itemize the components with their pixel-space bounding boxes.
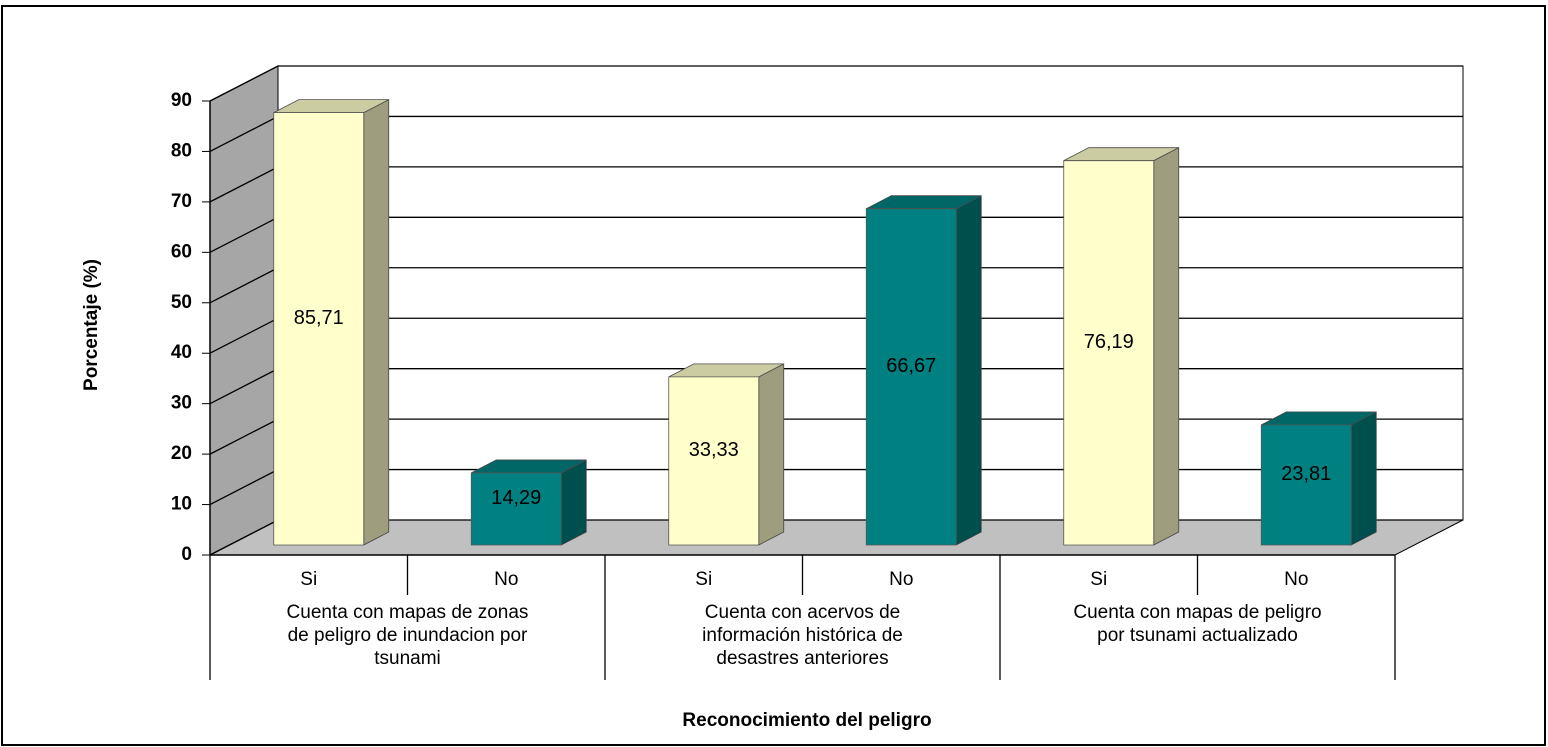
bar-top-shade bbox=[1063, 147, 1179, 161]
value-label: 23,81 bbox=[1281, 463, 1331, 485]
x-tick-label: Si bbox=[300, 569, 317, 590]
bar-top-shade bbox=[866, 195, 982, 209]
x-tick-label: No bbox=[1284, 569, 1308, 590]
value-label: 33,33 bbox=[689, 439, 739, 461]
y-tick-label: 40 bbox=[171, 342, 192, 363]
group-label: Cuenta con mapas de zonas bbox=[287, 602, 529, 623]
bar bbox=[470, 459, 587, 546]
x-tick-label: No bbox=[494, 569, 518, 590]
y-tick-label: 20 bbox=[171, 443, 192, 464]
y-tick-label: 10 bbox=[171, 494, 192, 515]
bar-side-shade bbox=[1351, 411, 1377, 545]
group-label: de peligro de inundacion por bbox=[288, 625, 528, 646]
group-label: Cuenta con mapas de peligro bbox=[1073, 602, 1321, 623]
x-tick-label: No bbox=[889, 569, 913, 590]
bar-front bbox=[865, 208, 957, 546]
bar bbox=[668, 363, 785, 546]
y-tick-label: 70 bbox=[171, 191, 192, 212]
group-label: Cuenta con acervos de bbox=[705, 602, 900, 623]
bar-front bbox=[1260, 424, 1352, 546]
group-label: tsunami bbox=[374, 648, 441, 669]
group-label: por tsunami actualizado bbox=[1097, 625, 1298, 646]
group-label: información histórica de bbox=[702, 625, 903, 646]
bar-front bbox=[273, 112, 365, 546]
x-tick-label: Si bbox=[695, 569, 712, 590]
x-axis-title: Reconocimiento del peligro bbox=[682, 710, 931, 731]
bar-side-shade bbox=[363, 99, 389, 546]
bar-side-shade bbox=[956, 195, 982, 545]
y-tick-label: 30 bbox=[171, 393, 192, 414]
value-label: 76,19 bbox=[1084, 331, 1134, 353]
y-tick-label: 0 bbox=[181, 544, 192, 565]
bar-side-shade bbox=[1153, 147, 1179, 546]
value-label: 85,71 bbox=[294, 307, 344, 329]
bar bbox=[273, 98, 390, 546]
y-tick-label: 80 bbox=[171, 140, 192, 161]
bar bbox=[1063, 147, 1180, 546]
bar-side-shade bbox=[758, 363, 784, 545]
bar-side-shade bbox=[561, 459, 587, 545]
bar-front bbox=[470, 472, 562, 546]
group-label: desastres anteriores bbox=[716, 648, 888, 669]
y-axis-title: Porcentaje (%) bbox=[81, 259, 102, 391]
bar-top-shade bbox=[273, 99, 389, 113]
value-label: 66,67 bbox=[886, 355, 936, 377]
bar-top-shade bbox=[1261, 411, 1377, 425]
y-tick-label: 60 bbox=[171, 241, 192, 262]
bar-top-shade bbox=[668, 363, 784, 377]
value-label: 14,29 bbox=[491, 487, 541, 509]
bar bbox=[865, 195, 982, 546]
bar bbox=[1260, 411, 1377, 546]
bar-front bbox=[668, 376, 760, 546]
x-tick-label: Si bbox=[1090, 569, 1107, 590]
left-wall bbox=[209, 65, 279, 556]
bar-front bbox=[1063, 160, 1155, 546]
bar-top-shade bbox=[471, 459, 587, 473]
y-tick-label: 90 bbox=[171, 90, 192, 111]
grid-line bbox=[209, 65, 1463, 102]
y-tick-label: 50 bbox=[171, 292, 192, 313]
